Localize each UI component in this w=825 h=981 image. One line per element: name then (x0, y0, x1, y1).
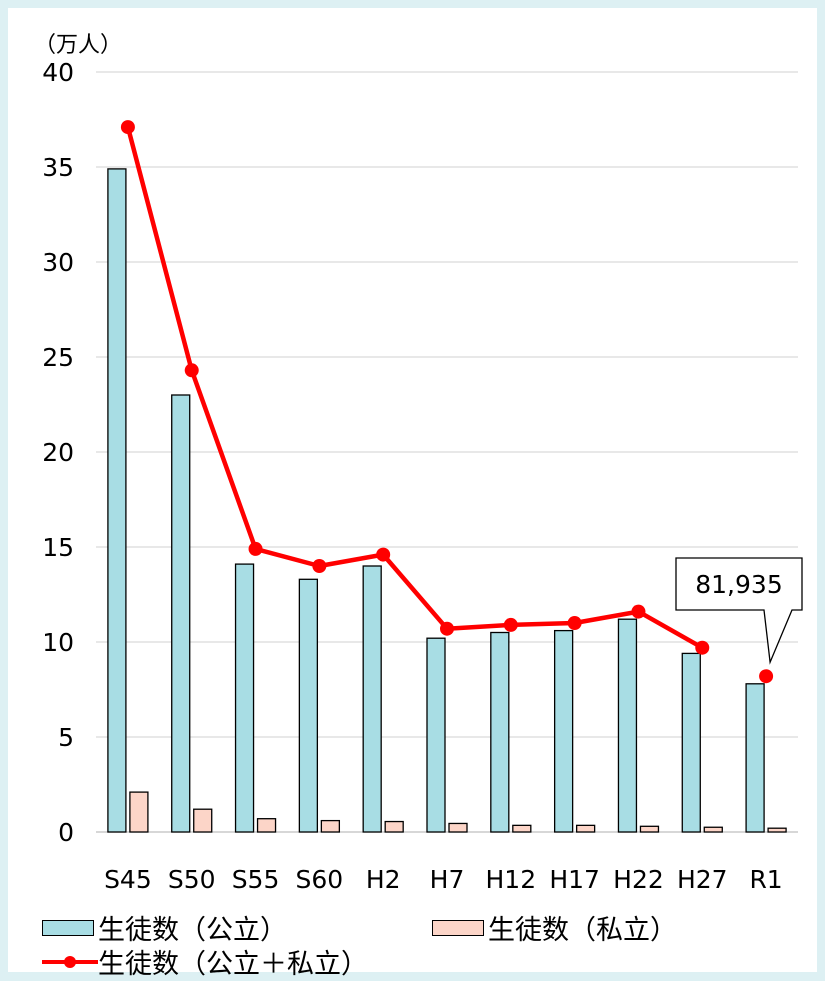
total-line (120, 120, 774, 684)
legend-swatch-public (42, 919, 94, 936)
x-tick-label: H12 (486, 865, 537, 894)
callout-box (675, 557, 803, 665)
legend-swatch-private (432, 919, 484, 936)
total-line-point (440, 621, 454, 636)
x-tick-label: S60 (296, 865, 344, 894)
bar-private (575, 824, 596, 833)
bar-public (362, 565, 382, 833)
bar-public (745, 683, 765, 833)
bar-public (426, 637, 446, 833)
y-tick-label: 40 (42, 58, 74, 87)
callout: 81,935 (675, 557, 803, 665)
bar-public (490, 631, 510, 833)
total-line-point (631, 604, 646, 619)
bar-public (234, 563, 255, 833)
y-axis-unit-label: （万人） (34, 33, 122, 58)
total-line-point (120, 120, 135, 135)
bar-private (703, 826, 723, 833)
y-tick-label: 25 (42, 343, 74, 372)
bar-private (320, 819, 341, 833)
x-tick-label: H7 (430, 865, 465, 894)
x-tick-label: H27 (677, 865, 728, 894)
x-tick-label: H17 (549, 865, 600, 894)
legend: 生徒数（公立） 生徒数（私立） 生徒数（公立＋私立） (42, 908, 802, 981)
total-line-path (125, 126, 704, 650)
bar-private (639, 825, 660, 833)
bars (107, 168, 787, 833)
legend-label-total: 生徒数（公立＋私立） (98, 949, 368, 980)
x-axis-ticks: S45 S50 S55 S60 H2 H7 H12 H17 H22 H27 R1 (104, 865, 783, 894)
chart-frame: （万人） 0 5 10 15 20 25 30 35 40 S45 S50 S55 S60 H2 H7 H1… (8, 8, 817, 980)
bar-public (298, 578, 319, 833)
legend-label-private: 生徒数（私立） (488, 915, 677, 946)
y-tick-label: 30 (42, 248, 74, 277)
bar-public (171, 394, 191, 833)
x-tick-label: S45 (104, 865, 152, 894)
legend-line-marker (42, 955, 98, 968)
y-tick-label: 35 (42, 153, 74, 182)
bar-public (617, 618, 638, 833)
y-tick-label: 15 (42, 533, 74, 562)
x-tick-label: S50 (168, 865, 216, 894)
bar-private (448, 822, 468, 833)
y-tick-label: 20 (42, 438, 74, 467)
bar-private (129, 791, 149, 833)
total-line-point (248, 541, 263, 556)
bar-private (767, 827, 787, 833)
bar-private (193, 808, 213, 833)
x-tick-label: H22 (613, 865, 664, 894)
legend-item-public: 生徒数（公立） (42, 908, 287, 947)
total-line-point (503, 617, 518, 632)
total-line-point (759, 669, 774, 684)
bar-public (553, 629, 574, 833)
x-tick-label: S55 (232, 865, 280, 894)
y-axis-ticks: 0 5 10 15 20 25 30 35 40 (42, 58, 74, 847)
bar-private (256, 818, 277, 833)
total-line-point (184, 363, 199, 378)
y-tick-label: 0 (58, 818, 74, 847)
legend-label-public: 生徒数（公立） (98, 915, 287, 946)
legend-item-private: 生徒数（私立） (432, 908, 677, 947)
y-tick-label: 5 (58, 723, 74, 752)
y-tick-label: 10 (42, 628, 74, 657)
bar-private (512, 824, 532, 833)
x-tick-label: R1 (749, 865, 782, 894)
legend-item-total: 生徒数（公立＋私立） (42, 942, 368, 981)
chart-canvas: （万人） 0 5 10 15 20 25 30 35 40 S45 S50 S55 S60 H2 H7 H1… (34, 33, 803, 894)
grid-lines (96, 71, 798, 833)
bar-public (681, 652, 701, 833)
x-tick-label: H2 (366, 865, 401, 894)
total-line-point (312, 559, 327, 573)
total-line-point (376, 547, 391, 562)
bar-private (384, 820, 404, 833)
total-line-point (567, 616, 582, 630)
bar-public (107, 168, 127, 833)
callout-label: 81,935 (695, 570, 782, 599)
total-line-point (695, 640, 710, 655)
